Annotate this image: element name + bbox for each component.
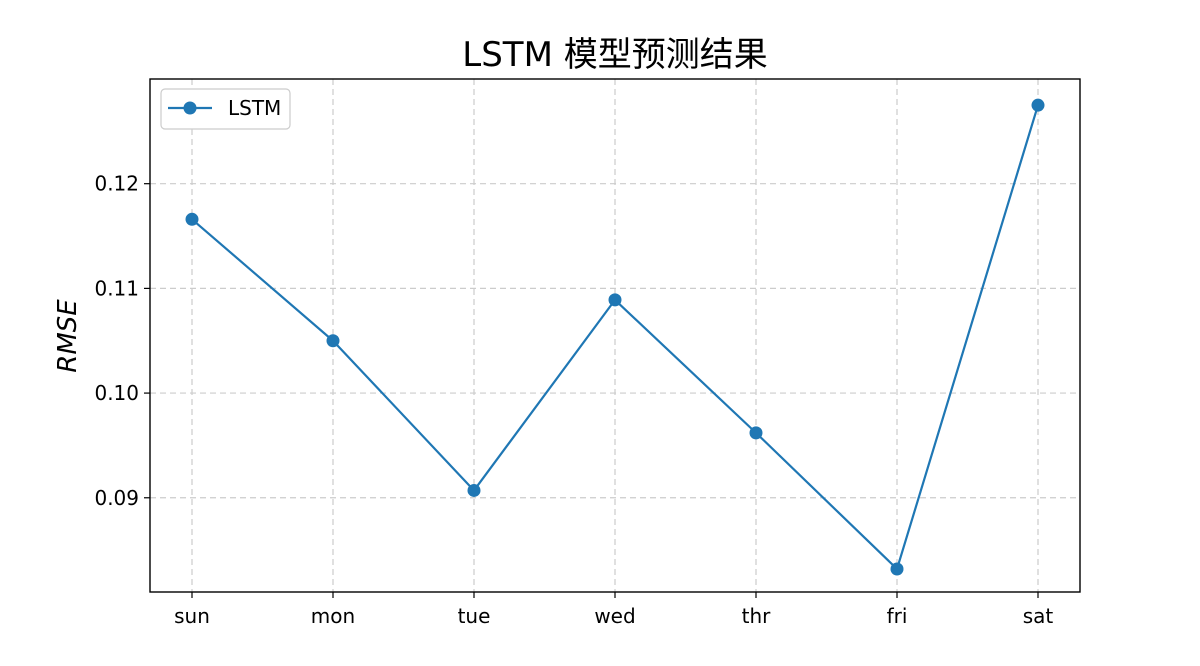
x-tick-label: sat [1023, 604, 1054, 628]
grid [150, 79, 1080, 592]
data-point [326, 334, 340, 348]
legend-box [160, 88, 291, 130]
y-tick-label: 0.10 [94, 381, 139, 405]
y-tick-label: 0.09 [94, 486, 139, 510]
plot-area [149, 78, 1081, 593]
data-point [185, 212, 199, 226]
x-tick-label: wed [594, 604, 635, 628]
x-tick-label: sun [174, 604, 210, 628]
y-tick-label: 0.11 [94, 276, 139, 300]
x-tick-label: mon [311, 604, 355, 628]
x-axis: sun mon tue wed thr fri sat [174, 592, 1053, 628]
y-axis-label: RMSE [53, 299, 83, 373]
data-point [467, 483, 481, 497]
data-point [749, 426, 763, 440]
legend-dot-marker [183, 101, 197, 115]
y-tick-label: 0.12 [94, 172, 139, 196]
x-tick-label: thr [742, 604, 772, 628]
data-point [890, 562, 904, 576]
data-point [608, 293, 622, 307]
series-lstm [185, 98, 1045, 576]
legend: LSTM [160, 88, 291, 130]
x-tick-label: fri [887, 604, 908, 628]
legend-label: LSTM [228, 96, 281, 120]
data-point [1031, 98, 1045, 112]
y-axis: 0.09 0.10 0.11 0.12 [94, 172, 150, 510]
x-tick-label: tue [458, 604, 491, 628]
chart-title: LSTM 模型预测结果 [462, 35, 767, 75]
